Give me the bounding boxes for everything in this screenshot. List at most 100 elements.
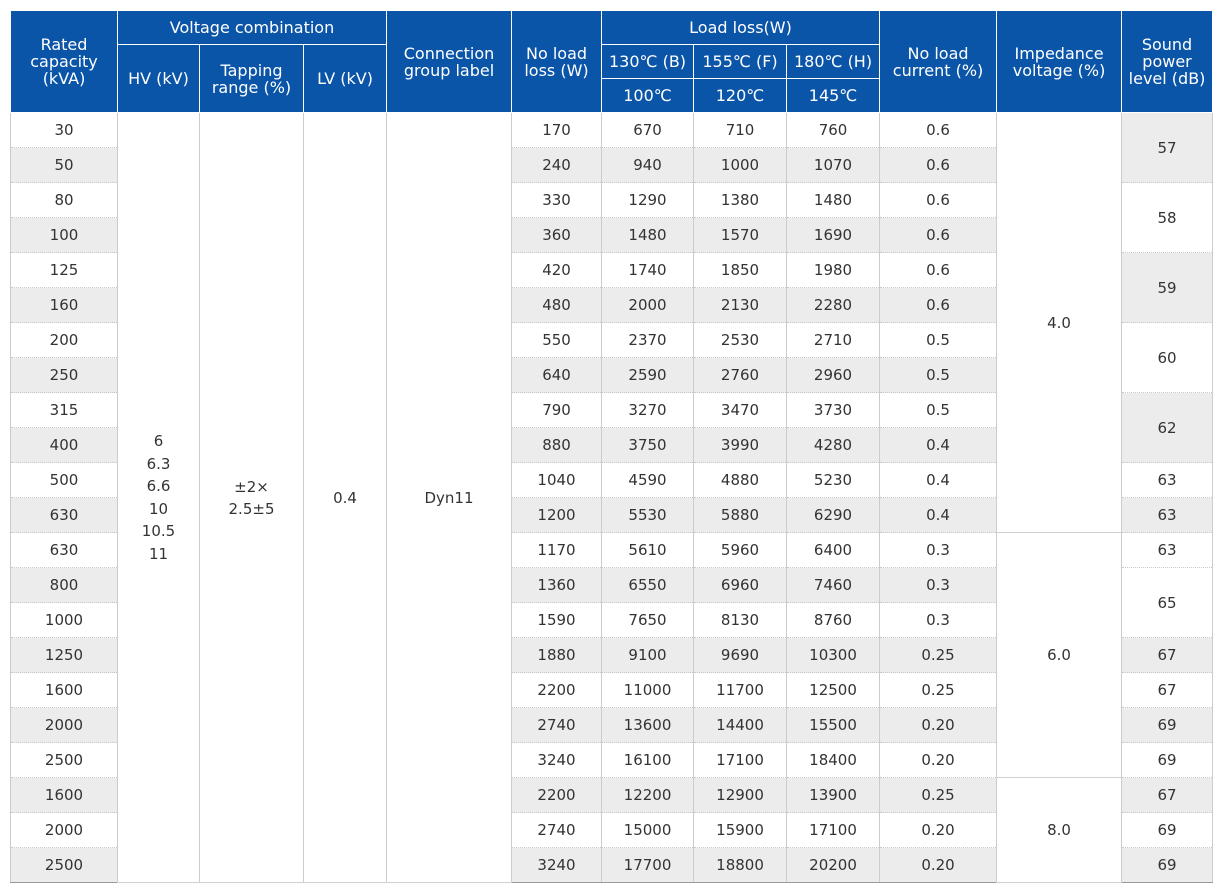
table-row: 1600 2200 12200 12900 13900 0.25 8.0 67	[10, 777, 1214, 883]
cell-load-loss-f: 1570	[693, 217, 788, 253]
cell-load-loss-h: 1480	[786, 182, 881, 218]
table-row: 160 480 2000 2130 2280 0.6	[10, 287, 1213, 323]
header-ref-f: 120℃	[693, 78, 788, 113]
table-body: 30 6 6.3 6.6 10 10.5 11 ±2× 2.5±5 0.4 Dyn11 170 670 7…	[10, 112, 1214, 883]
header-lv: LV (kV)	[302, 44, 388, 113]
cell-no-load-current: 0.6	[879, 217, 998, 253]
cell-rated-capacity: 630	[10, 497, 118, 533]
cell-rated-capacity: 1600	[10, 777, 118, 813]
cell-load-loss-b: 2000	[601, 287, 695, 323]
cell-load-loss-b: 16100	[601, 742, 695, 778]
table-row: 1600 2200 11000 11700 12500 0.25 67	[10, 672, 1214, 708]
cell-rated-capacity: 125	[10, 252, 118, 288]
cell-load-loss-b: 3750	[601, 427, 695, 463]
table-row: 50 240 940 1000 1070 0.6	[10, 147, 1213, 183]
cell-sound-power: 67	[1121, 777, 1214, 813]
cell-rated-capacity: 800	[10, 567, 118, 603]
hv-value: 6.6	[146, 477, 171, 495]
cell-no-load-loss: 170	[511, 112, 603, 148]
cell-no-load-current: 0.20	[879, 707, 998, 743]
header-temp-b: 130℃ (B)	[601, 44, 695, 79]
cell-no-load-loss: 550	[511, 322, 603, 358]
cell-no-load-current: 0.6	[879, 252, 998, 288]
cell-load-loss-f: 3990	[693, 427, 788, 463]
header-hv: HV (kV)	[117, 44, 200, 113]
cell-load-loss-h: 2960	[786, 357, 881, 393]
cell-no-load-current: 0.4	[879, 497, 998, 533]
cell-no-load-loss: 1170	[511, 532, 603, 568]
cell-load-loss-f: 1850	[693, 252, 788, 288]
cell-no-load-loss: 3240	[511, 742, 603, 778]
table-row: 630 1170 5610 5960 6400 0.3 6.0 63	[10, 532, 1214, 778]
cell-rated-capacity: 500	[10, 462, 118, 498]
header-temp-f: 155℃ (F)	[693, 44, 788, 79]
cell-no-load-current: 0.25	[879, 672, 998, 708]
cell-load-loss-h: 17100	[786, 812, 881, 848]
cell-load-loss-b: 2590	[601, 357, 695, 393]
cell-no-load-current: 0.6	[879, 112, 998, 148]
table-row: 400 880 3750 3990 4280 0.4	[10, 427, 1213, 463]
cell-load-loss-h: 13900	[786, 777, 881, 813]
hv-value: 6	[153, 432, 164, 450]
cell-sound-power: 67	[1121, 637, 1214, 673]
cell-load-loss-h: 6290	[786, 497, 881, 533]
cell-load-loss-h: 15500	[786, 707, 881, 743]
cell-connection-group: Dyn11	[386, 112, 513, 883]
cell-no-load-loss: 1200	[511, 497, 603, 533]
cell-load-loss-h: 760	[786, 112, 881, 148]
cell-sound-power: 63	[1121, 497, 1214, 533]
cell-load-loss-f: 15900	[693, 812, 788, 848]
cell-rated-capacity: 2000	[10, 812, 118, 848]
tapping-value: ±2×	[234, 477, 269, 496]
cell-no-load-loss: 1040	[511, 462, 603, 498]
cell-rated-capacity: 1000	[10, 602, 118, 638]
cell-load-loss-h: 1070	[786, 147, 881, 183]
table-row: 250 640 2590 2760 2960 0.5	[10, 357, 1213, 393]
cell-no-load-current: 0.3	[879, 532, 998, 568]
cell-load-loss-f: 2760	[693, 357, 788, 393]
cell-sound-power: 60	[1121, 322, 1214, 393]
cell-lv: 0.4	[302, 112, 388, 883]
cell-impedance-voltage: 6.0	[996, 532, 1123, 778]
cell-load-loss-f: 12900	[693, 777, 788, 813]
cell-load-loss-b: 5530	[601, 497, 695, 533]
cell-load-loss-b: 13600	[601, 707, 695, 743]
cell-load-loss-f: 14400	[693, 707, 788, 743]
cell-sound-power: 69	[1121, 812, 1214, 848]
cell-no-load-current: 0.20	[879, 812, 998, 848]
table-row: 125 420 1740 1850 1980 0.6 59	[10, 252, 1214, 323]
header-no-load-current: No load current (%)	[879, 10, 998, 113]
cell-load-loss-f: 710	[693, 112, 788, 148]
cell-no-load-loss: 1880	[511, 637, 603, 673]
header-rated-capacity: Rated capacity (kVA)	[10, 10, 118, 113]
cell-load-loss-h: 7460	[786, 567, 881, 603]
tapping-value: 2.5±5	[228, 499, 275, 518]
cell-sound-power: 58	[1121, 182, 1214, 253]
cell-no-load-loss: 1360	[511, 567, 603, 603]
table-row: 1250 1880 9100 9690 10300 0.25 67	[10, 637, 1214, 673]
cell-load-loss-f: 1000	[693, 147, 788, 183]
cell-sound-power: 69	[1121, 707, 1214, 743]
table-row: 2000 2740 15000 15900 17100 0.20 69	[10, 812, 1214, 848]
cell-load-loss-h: 20200	[786, 847, 881, 883]
table-row: 2500 3240 16100 17100 18400 0.20 69	[10, 742, 1214, 778]
cell-sound-power: 65	[1121, 567, 1214, 638]
header-temp-h: 180℃ (H)	[786, 44, 881, 79]
table-row: 2000 2740 13600 14400 15500 0.20 69	[10, 707, 1214, 743]
cell-sound-power: 67	[1121, 672, 1214, 708]
cell-no-load-loss: 480	[511, 287, 603, 323]
cell-impedance-voltage: 8.0	[996, 777, 1123, 883]
cell-rated-capacity: 400	[10, 427, 118, 463]
cell-no-load-loss: 1590	[511, 602, 603, 638]
transformer-spec-table: Rated capacity (kVA) Voltage combination…	[10, 10, 1214, 883]
cell-load-loss-h: 10300	[786, 637, 881, 673]
cell-no-load-loss: 360	[511, 217, 603, 253]
cell-rated-capacity: 50	[10, 147, 118, 183]
cell-sound-power: 57	[1121, 112, 1214, 183]
cell-rated-capacity: 1600	[10, 672, 118, 708]
table-row: 630 1200 5530 5880 6290 0.4 63	[10, 497, 1214, 533]
hv-value: 6.3	[146, 454, 171, 473]
table-row: 30 6 6.3 6.6 10 10.5 11 ±2× 2.5±5 0.4 Dyn11 170 670 7…	[10, 112, 1214, 883]
cell-no-load-loss: 790	[511, 392, 603, 428]
cell-no-load-current: 0.5	[879, 322, 998, 358]
